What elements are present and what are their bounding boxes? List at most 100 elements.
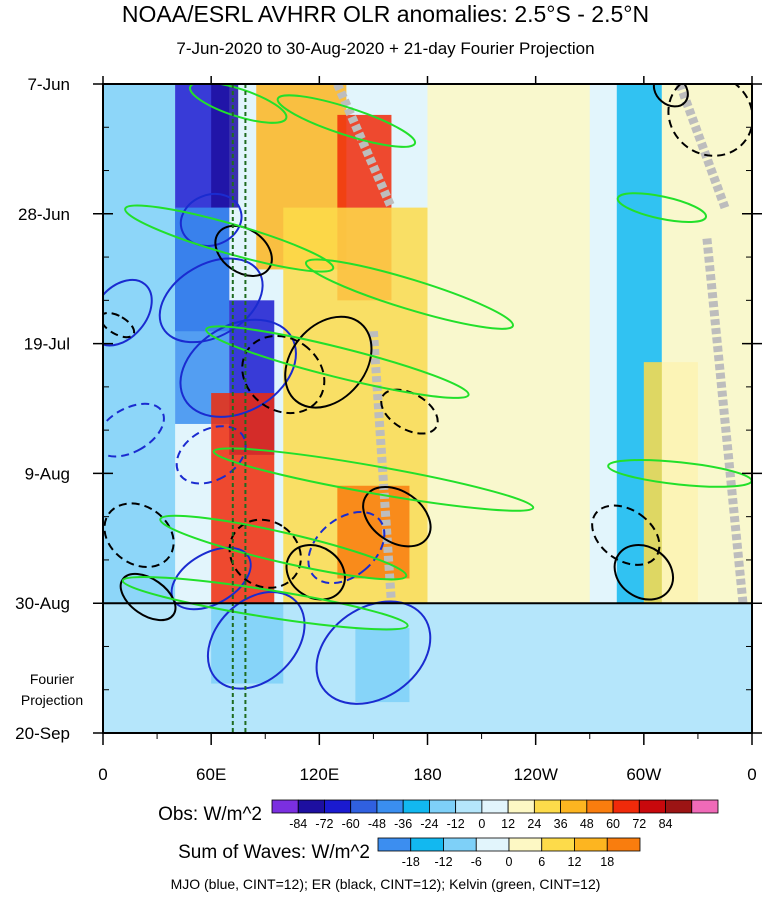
waves-colorbar-swatch-2: [443, 837, 477, 852]
missing-segment-3: [702, 238, 748, 604]
waves-colorbar-title: Sum of Waves: W/m^2: [178, 842, 370, 863]
x-tick-label: 60W: [626, 765, 661, 784]
anomaly-region-14: [211, 603, 284, 684]
waves-colorbar-level-label: 12: [568, 855, 582, 869]
kelvin-contour-0: [189, 84, 288, 124]
y-tick-label: 28-Jun: [18, 205, 70, 224]
kelvin-contour-4: [205, 325, 470, 399]
waves-colorbar-swatch-3: [475, 837, 510, 852]
waves-colorbar-level-label: 18: [600, 855, 614, 869]
mjo-contour-9: [179, 193, 243, 247]
obs-colorbar-level-label: -60: [342, 817, 360, 831]
waves-colorbar-swatch-1: [410, 837, 444, 852]
obs-colorbar-level-label: -12: [447, 817, 465, 831]
obs-colorbar-level-label: 48: [580, 817, 594, 831]
y-tick-label: 9-Aug: [25, 464, 70, 483]
anomaly-region-15: [355, 627, 410, 703]
mjo-contour-8: [307, 511, 386, 585]
obs-colorbar-swatch-3: [350, 799, 378, 814]
er-contour-11: [613, 544, 674, 601]
er-contour-8: [362, 486, 432, 548]
kelvin-contour-3: [304, 258, 515, 330]
er-contour-1: [103, 502, 175, 569]
obs-colorbar-level-label: 36: [554, 817, 568, 831]
chart-title: NOAA/ESRL AVHRR OLR anomalies: 2.5°S - 2…: [121, 1, 650, 27]
mjo-contour-7: [315, 600, 432, 705]
obs-colorbar-swatch-5: [402, 799, 430, 814]
waves-colorbar-swatch-7: [606, 837, 641, 852]
obs-colorbar-swatch-1: [297, 799, 325, 814]
waves-colorbar-level-label: 6: [538, 855, 545, 869]
obs-colorbar-swatch-14: [638, 799, 666, 814]
obs-colorbar-level-label: 12: [501, 817, 515, 831]
wave-contours: [103, 84, 752, 733]
er-contour-13: [652, 84, 689, 108]
waves-colorbar-swatch-4: [508, 837, 543, 852]
obs-colorbar-swatch-11: [560, 799, 588, 814]
x-tick-label: 120E: [299, 765, 339, 784]
anomaly-region-10: [427, 84, 590, 604]
y-tick-label: 19-Jul: [24, 335, 70, 354]
mjo-contour-6: [206, 590, 306, 690]
kelvin-contour-6: [159, 514, 408, 581]
obs-colorbar-swatch-6: [429, 799, 457, 814]
obs-colorbar: -84 -72 -60 -48 -36 -24 -12 0 12 24 36 48 60 72 84 Obs:…: [158, 799, 719, 831]
obs-colorbar-level-label: 60: [606, 817, 620, 831]
missing-segment-0: [333, 84, 396, 210]
obs-colorbar-level-label: 72: [632, 817, 646, 831]
y-tick-label: 20-Sep: [15, 724, 70, 743]
anomaly-region-8: [211, 393, 275, 604]
obs-colorbar-swatch-7: [455, 799, 483, 814]
y-tick-label: 7-Jun: [27, 75, 70, 94]
mjo-contour-2: [158, 257, 264, 344]
anomaly-region-9: [337, 485, 410, 579]
kelvin-contour-5: [212, 447, 535, 512]
er-contour-12: [667, 84, 752, 157]
waves-colorbar-level-label: -6: [471, 855, 482, 869]
x-tick-label: 180: [413, 765, 441, 784]
obs-colorbar-level-label: -36: [394, 817, 412, 831]
obs-colorbar-swatch-9: [507, 799, 535, 814]
x-tick-label: 0: [98, 765, 107, 784]
kelvin-contour-8: [616, 192, 708, 223]
contour-footnote: MJO (blue, CINT=12); ER (black, CINT=12)…: [170, 876, 601, 892]
waves-colorbar-swatch-6: [574, 837, 608, 852]
obs-colorbar-swatch-4: [376, 799, 404, 814]
obs-colorbar-swatch-8: [481, 799, 509, 814]
plot-axes: 7-Jun 28-Jun 19-Jul 9-Aug 30-Aug 20-Sep 0 60E 12…: [15, 75, 762, 784]
waves-colorbar-level-label: -18: [402, 855, 420, 869]
obs-colorbar-title: Obs: W/m^2: [158, 804, 262, 825]
er-contour-9: [380, 388, 439, 435]
er-contour-7: [285, 544, 346, 601]
er-contour-3: [214, 224, 273, 277]
waves-colorbar-swatch-5: [541, 837, 575, 852]
er-contour-0: [103, 311, 136, 339]
waves-colorbar: -18 -12 -6 0 6 12 18 Sum of Waves: W/m^2: [178, 837, 641, 869]
obs-colorbar-level-label: -72: [315, 817, 333, 831]
waves-colorbar-level-label: 0: [506, 855, 513, 869]
kelvin-contour-1: [276, 94, 417, 148]
obs-colorbar-swatch-15: [665, 799, 693, 814]
er-contour-6: [228, 518, 302, 589]
waves-colorbar-swatch-0: [377, 837, 412, 852]
x-tick-label: 0: [747, 765, 756, 784]
anomaly-field: [103, 84, 752, 733]
fourier-projection-label-line1: Fourier: [29, 671, 75, 687]
obs-colorbar-level-label: 84: [659, 817, 673, 831]
obs-colorbar-swatch-16: [691, 799, 719, 814]
obs-colorbar-level-label: 0: [478, 817, 485, 831]
y-tick-label: 30-Aug: [15, 594, 70, 613]
obs-colorbar-level-label: -84: [289, 817, 307, 831]
obs-colorbar-level-label: -48: [368, 817, 386, 831]
fourier-projection-label: Fourier Projection: [8, 669, 96, 711]
mjo-contour-0: [103, 278, 153, 347]
mjo-contour-1: [103, 402, 165, 458]
x-tick-label: 120W: [513, 765, 557, 784]
x-tick-label: 60E: [196, 765, 226, 784]
obs-colorbar-swatch-12: [586, 799, 614, 814]
missing-segment-2: [675, 84, 730, 210]
obs-colorbar-swatch-2: [324, 799, 352, 814]
waves-colorbar-level-label: -12: [434, 855, 452, 869]
fourier-projection-label-line2: Projection: [20, 692, 84, 708]
